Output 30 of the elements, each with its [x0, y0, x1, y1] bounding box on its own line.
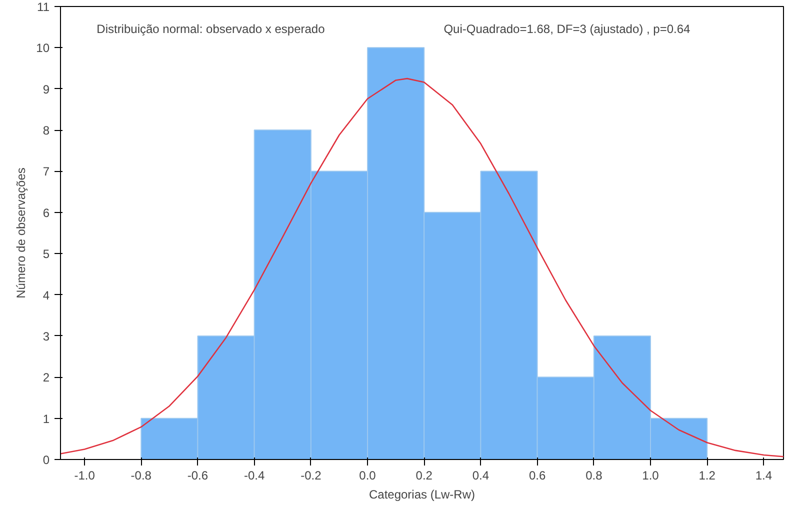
- line-series: [60, 78, 784, 458]
- x-axis-title: Categorias (Lw-Rw): [368, 488, 476, 502]
- x-tick-label: -0.8: [130, 468, 152, 482]
- y-tick-label: 7: [42, 164, 50, 179]
- x-tick-label: -1.0: [74, 468, 96, 482]
- annotation: Qui-Quadrado=1.68, DF=3 (ajustado) , p=0.64: [444, 22, 691, 36]
- y-tick-label: 5: [42, 247, 50, 262]
- y-tick-label: 3: [42, 329, 50, 344]
- x-tick-label: 1.0: [642, 468, 660, 482]
- x-tick-label: 0.4: [472, 468, 490, 482]
- y-tick-label: 0: [42, 453, 50, 467]
- y-tick-label: 6: [42, 206, 50, 220]
- y-tick-label: 8: [42, 124, 50, 138]
- x-tick-label: 1.4: [755, 468, 772, 482]
- annotation: Distribuição normal: observado x esperado: [96, 22, 326, 36]
- y-tick-label: 1: [42, 412, 50, 426]
- x-tick-label: -0.6: [187, 468, 208, 482]
- y-tick-label: 9: [42, 82, 50, 96]
- y-axis-title: Número de observações: [14, 168, 28, 298]
- y-tick-label: 2: [42, 370, 50, 385]
- x-tick-label: 0.0: [359, 468, 376, 482]
- x-tick-label: 0.8: [586, 468, 603, 482]
- x-tick-label: -0.2: [300, 468, 322, 482]
- y-tick-label: 11: [37, 0, 50, 14]
- y-tick-label: 10: [36, 41, 50, 56]
- y-tick-label: 4: [42, 288, 50, 302]
- x-tick-label: -0.4: [244, 468, 266, 482]
- x-tick-label: 0.6: [528, 468, 546, 482]
- x-tick-label: 0.2: [416, 468, 433, 482]
- x-tick-label: 1.2: [698, 468, 716, 482]
